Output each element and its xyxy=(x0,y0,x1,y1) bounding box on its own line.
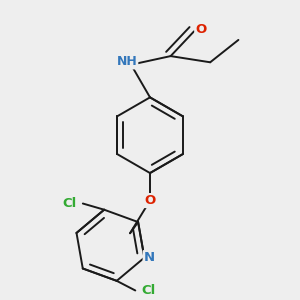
Text: N: N xyxy=(144,251,155,264)
Text: O: O xyxy=(144,194,156,207)
Text: Cl: Cl xyxy=(141,284,155,297)
Text: NH: NH xyxy=(117,56,137,68)
Text: Cl: Cl xyxy=(63,197,77,210)
Text: O: O xyxy=(195,23,206,36)
